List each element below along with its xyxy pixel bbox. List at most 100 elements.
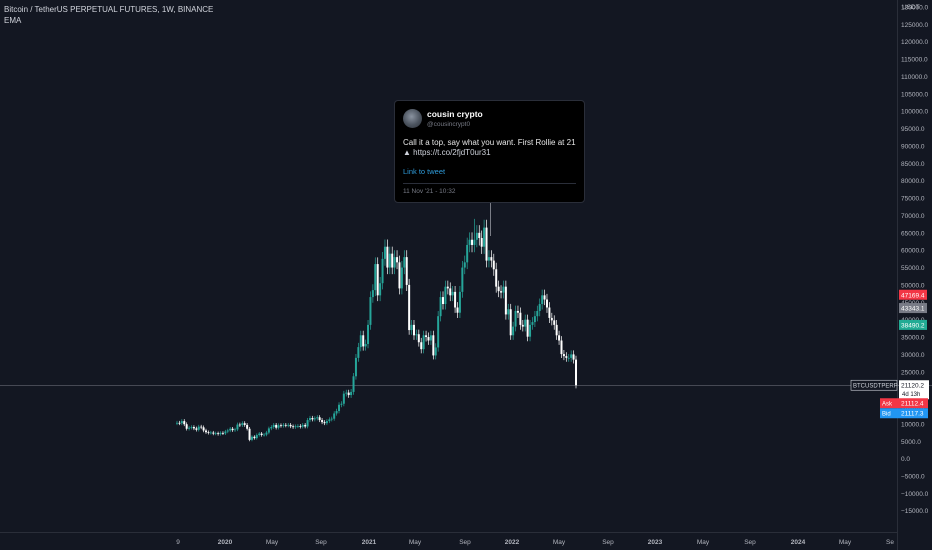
candle-body xyxy=(258,433,261,435)
candle-body xyxy=(180,421,183,424)
candle-body xyxy=(514,310,517,327)
candle-body xyxy=(369,297,372,325)
candle-body xyxy=(454,291,457,308)
y-tick-label: 70000.0 xyxy=(901,213,925,220)
y-tick-label: 5000.0 xyxy=(901,439,921,446)
candle-body xyxy=(325,421,328,424)
candle-body xyxy=(178,422,181,424)
x-tick-label: 2023 xyxy=(648,539,663,546)
candle-body xyxy=(415,334,418,336)
candle-body xyxy=(393,257,396,268)
chart-header: Bitcoin / TetherUS PERPETUAL FUTURES, 1W… xyxy=(4,4,213,26)
candle-body xyxy=(468,239,471,245)
candle-body xyxy=(352,376,355,392)
candle-body xyxy=(246,424,249,429)
candle-body xyxy=(260,433,263,435)
candle-body xyxy=(263,434,266,436)
x-tick-label: 9 xyxy=(176,539,180,546)
y-tick-label: 60000.0 xyxy=(901,248,925,255)
x-tick-label: Sep xyxy=(602,539,614,546)
candle-body xyxy=(529,324,532,337)
candle-body xyxy=(490,257,493,261)
y-tick-label: −5000.0 xyxy=(901,473,925,480)
candle-body xyxy=(207,432,210,434)
svg-text:43343.1: 43343.1 xyxy=(901,306,925,313)
candle-body xyxy=(371,290,374,298)
candle-body xyxy=(219,432,222,434)
candle-body xyxy=(562,354,565,357)
candle-body xyxy=(202,427,205,431)
candle-body xyxy=(362,335,365,347)
candle-body xyxy=(400,267,403,289)
x-tick-label: Sep xyxy=(459,539,471,546)
candle-body xyxy=(275,424,278,428)
candle-body xyxy=(420,342,423,350)
candle-body xyxy=(217,433,220,435)
y-tick-label: 50000.0 xyxy=(901,282,925,289)
candle-body xyxy=(299,425,302,427)
candle-body xyxy=(279,425,282,427)
tweet-author-handle: @cousincrypt0 xyxy=(427,121,471,128)
candle-body xyxy=(381,258,384,284)
candle-body xyxy=(439,297,442,317)
candle-body xyxy=(480,238,483,247)
tweet-url[interactable]: https://t.co/2fjdT0ur31 xyxy=(413,148,491,157)
candle-body xyxy=(376,264,379,296)
candle-body xyxy=(282,424,285,426)
candle-body xyxy=(504,286,507,315)
candle-body xyxy=(364,343,367,347)
svg-text:21117.3: 21117.3 xyxy=(901,411,924,418)
y-tick-label: 105000.0 xyxy=(901,91,928,98)
candle-body xyxy=(524,319,527,327)
y-tick-label: 0.0 xyxy=(901,456,910,463)
candle-body xyxy=(541,295,544,305)
candle-body xyxy=(446,286,449,289)
tweet-divider xyxy=(403,183,576,184)
tweet-body-link: ▲ https://t.co/2fjdT0ur31 xyxy=(403,148,491,157)
candle-body xyxy=(487,257,490,261)
candle-body xyxy=(475,232,478,240)
x-tick-label: 2021 xyxy=(362,539,377,546)
candle-body xyxy=(444,286,447,305)
candle-body xyxy=(212,432,215,434)
link-to-tweet[interactable]: Link to tweet xyxy=(403,167,446,176)
candle-body xyxy=(284,424,287,426)
candle-body xyxy=(478,232,481,239)
candle-body xyxy=(458,291,461,313)
y-tick-label: 95000.0 xyxy=(901,126,925,133)
y-tick-label: 100000.0 xyxy=(901,109,928,116)
candle-body xyxy=(277,425,280,428)
candle-body xyxy=(398,262,401,289)
candle-body xyxy=(507,309,510,315)
candle-body xyxy=(205,430,208,433)
candle-body xyxy=(197,426,200,430)
candle-body xyxy=(311,417,314,420)
y-tick-label: 80000.0 xyxy=(901,178,925,185)
candle-body xyxy=(347,392,350,396)
candle-body xyxy=(391,253,394,268)
candle-body xyxy=(500,291,503,293)
x-tick-label: 2020 xyxy=(218,539,233,546)
candle-body xyxy=(359,335,362,348)
candle-body xyxy=(287,424,290,426)
candle-body xyxy=(442,297,444,305)
candle-body xyxy=(200,426,203,428)
current-price-tag: 21120.2 4d 13h xyxy=(899,380,929,400)
candle-body xyxy=(234,429,237,431)
candle-body xyxy=(243,423,246,425)
candle-body xyxy=(516,310,519,313)
candle-body xyxy=(231,428,234,431)
y-tick-label: 65000.0 xyxy=(901,230,925,237)
x-tick-label: Sep xyxy=(744,539,756,546)
candle-body xyxy=(519,312,522,325)
candle-body xyxy=(226,430,229,432)
candle-body xyxy=(236,424,239,430)
candle-body xyxy=(313,418,316,420)
countdown: 4d 13h xyxy=(902,392,920,398)
indicator-ema[interactable]: EMA xyxy=(4,16,22,25)
candle-body xyxy=(553,320,556,325)
price-tag: 38490.2 xyxy=(899,319,927,330)
candle-body xyxy=(456,307,459,313)
candle-body xyxy=(492,260,495,270)
